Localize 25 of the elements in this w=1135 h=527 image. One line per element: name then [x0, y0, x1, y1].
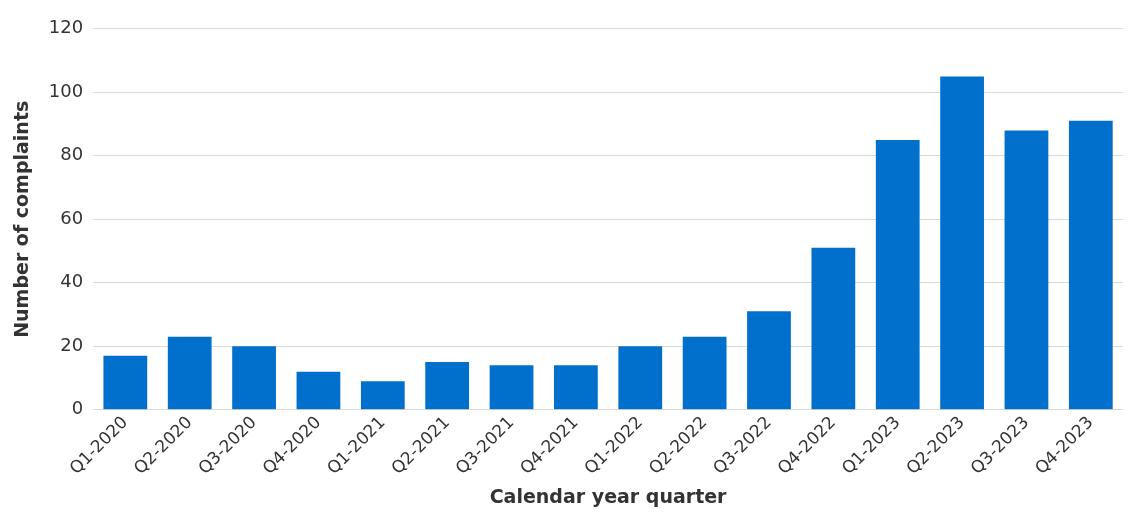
- bar: [1068, 120, 1113, 410]
- bar: [811, 247, 856, 410]
- bar: [489, 365, 534, 410]
- y-tick-label: 20: [60, 333, 84, 355]
- bar: [425, 362, 470, 410]
- y-tick-label: 120: [48, 16, 84, 38]
- y-axis-title: Number of complaints: [10, 100, 33, 338]
- bar: [875, 139, 920, 410]
- bar: [296, 371, 341, 410]
- bar: [747, 311, 791, 410]
- bar: [167, 336, 212, 410]
- bar: [232, 346, 276, 410]
- bar: [618, 346, 663, 410]
- bar: [554, 365, 598, 410]
- x-axis-title: Calendar year quarter: [489, 484, 728, 507]
- bar: [1004, 130, 1049, 410]
- y-tick-label: 80: [60, 143, 84, 165]
- bar: [940, 76, 984, 410]
- y-tick-label: 40: [60, 270, 84, 292]
- bar: [360, 381, 405, 410]
- y-tick-label: 0: [71, 397, 84, 419]
- bar: [103, 355, 148, 410]
- y-tick-label: 100: [48, 79, 84, 101]
- bar: [682, 336, 727, 410]
- y-tick-label: 60: [60, 206, 84, 228]
